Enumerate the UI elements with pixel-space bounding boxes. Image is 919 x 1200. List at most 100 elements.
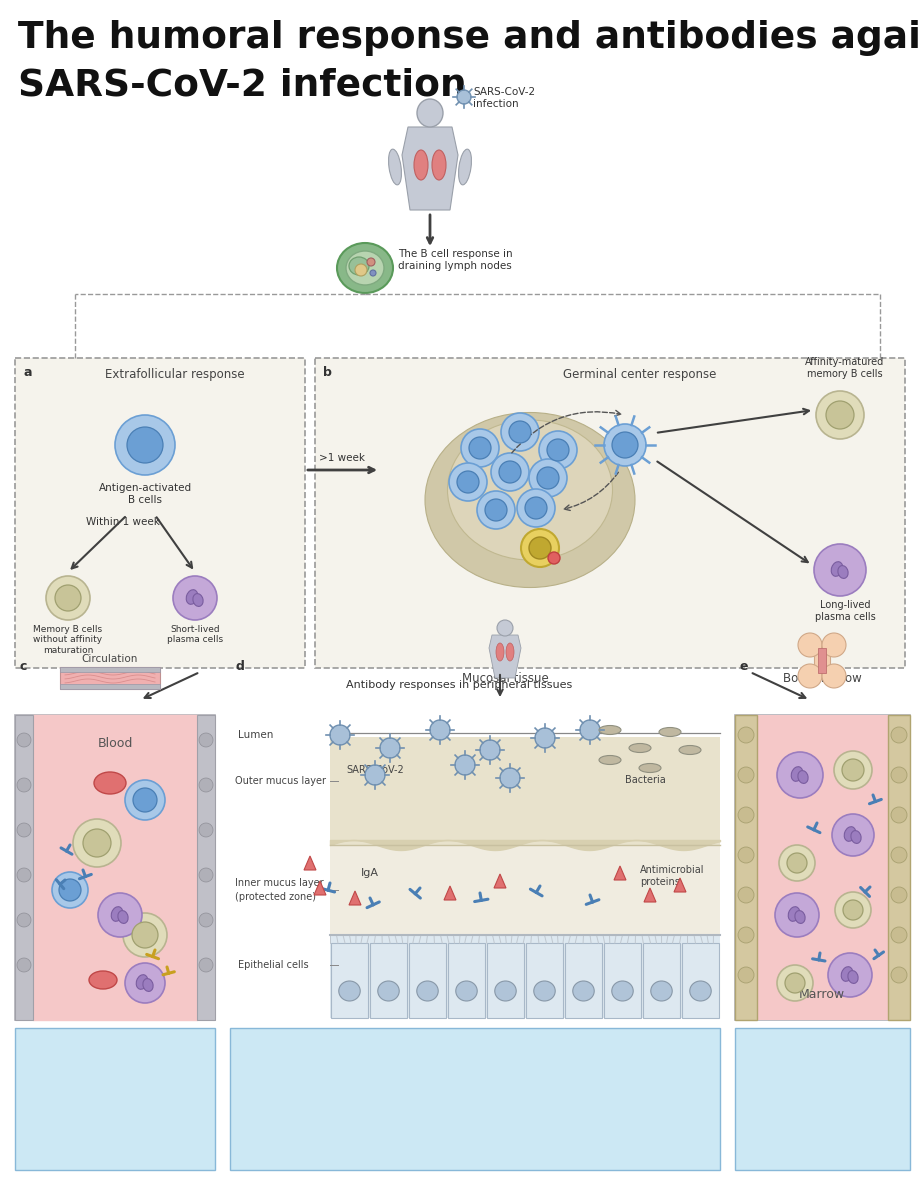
Ellipse shape: [94, 772, 126, 794]
Circle shape: [891, 887, 907, 902]
Text: · SARS-CoV-2-specific,
  auto-reactive and cross-
  reactive antibodies
· Memory: · SARS-CoV-2-specific, auto-reactive and…: [23, 1037, 151, 1090]
Ellipse shape: [111, 907, 123, 922]
Circle shape: [98, 893, 142, 937]
Text: Inner mucus layer
(protected zone): Inner mucus layer (protected zone): [235, 878, 323, 901]
Circle shape: [59, 878, 81, 901]
Circle shape: [529, 538, 551, 559]
Ellipse shape: [639, 763, 661, 773]
Circle shape: [822, 664, 846, 688]
Circle shape: [469, 437, 491, 458]
Circle shape: [115, 415, 175, 475]
Circle shape: [55, 584, 81, 611]
Circle shape: [738, 926, 754, 943]
Ellipse shape: [89, 971, 117, 989]
Text: b: b: [323, 366, 332, 379]
Circle shape: [822, 634, 846, 658]
Ellipse shape: [193, 594, 203, 606]
Circle shape: [125, 962, 165, 1003]
Bar: [604, 943, 641, 1018]
Text: SARS-CoV-2: SARS-CoV-2: [346, 766, 403, 775]
Bar: [197, 715, 215, 1020]
Bar: [526, 943, 563, 1018]
Circle shape: [843, 900, 863, 920]
Bar: [448, 943, 485, 1018]
Ellipse shape: [389, 149, 402, 185]
Ellipse shape: [414, 150, 428, 180]
Text: Epithelial cells: Epithelial cells: [238, 960, 309, 970]
Text: Outer mucus layer: Outer mucus layer: [235, 776, 326, 786]
Circle shape: [46, 576, 90, 620]
Ellipse shape: [448, 420, 612, 560]
Text: Antigen-activated
B cells: Antigen-activated B cells: [98, 482, 191, 504]
Circle shape: [455, 755, 475, 775]
Circle shape: [17, 868, 31, 882]
Polygon shape: [614, 866, 626, 880]
Bar: [60, 667, 160, 689]
Bar: [331, 943, 368, 1018]
Circle shape: [891, 806, 907, 823]
Circle shape: [814, 544, 866, 596]
Ellipse shape: [838, 565, 848, 578]
Ellipse shape: [337, 242, 393, 293]
Circle shape: [199, 868, 213, 882]
Circle shape: [891, 727, 907, 743]
Bar: [735, 715, 910, 1020]
Circle shape: [132, 922, 158, 948]
Bar: [682, 943, 719, 1018]
Bar: [565, 943, 602, 1018]
Text: Marrow: Marrow: [799, 989, 845, 1002]
Bar: [230, 1028, 720, 1170]
Text: IgA: IgA: [361, 868, 379, 878]
Circle shape: [842, 758, 864, 781]
Text: Affinity-matured
memory B cells: Affinity-matured memory B cells: [805, 358, 885, 379]
Circle shape: [539, 431, 577, 469]
Polygon shape: [349, 890, 361, 905]
Text: Antibody responses in peripheral tissues: Antibody responses in peripheral tissues: [346, 680, 573, 690]
Text: c: c: [20, 660, 28, 673]
Circle shape: [199, 733, 213, 746]
Bar: [330, 935, 720, 1018]
Circle shape: [367, 258, 375, 266]
Text: SARS-CoV-2
infection: SARS-CoV-2 infection: [473, 86, 535, 108]
Ellipse shape: [845, 827, 856, 841]
Ellipse shape: [659, 727, 681, 737]
Ellipse shape: [851, 830, 861, 844]
Circle shape: [17, 913, 31, 926]
Circle shape: [499, 461, 521, 482]
Ellipse shape: [349, 257, 369, 275]
Bar: [370, 943, 407, 1018]
Circle shape: [891, 926, 907, 943]
Circle shape: [123, 913, 167, 958]
Ellipse shape: [798, 770, 808, 784]
Text: The B cell response in
draining lymph nodes: The B cell response in draining lymph no…: [398, 250, 513, 271]
Bar: [15, 358, 305, 668]
Circle shape: [199, 778, 213, 792]
Circle shape: [355, 264, 367, 276]
Bar: [814, 643, 830, 678]
Circle shape: [891, 767, 907, 782]
Polygon shape: [674, 878, 686, 892]
Ellipse shape: [690, 982, 711, 1001]
Ellipse shape: [494, 982, 516, 1001]
Circle shape: [835, 892, 871, 928]
Bar: [315, 358, 905, 668]
Text: Circulation: Circulation: [82, 654, 138, 664]
Ellipse shape: [629, 744, 651, 752]
Bar: [60, 667, 160, 672]
Ellipse shape: [339, 982, 360, 1001]
Circle shape: [604, 424, 646, 466]
Text: · Mucosal antibodies, in particular IgA, play a prominent role in preventing
  S: · Mucosal antibodies, in particular IgA,…: [238, 1037, 609, 1104]
Circle shape: [485, 499, 507, 521]
Bar: [888, 715, 910, 1020]
Ellipse shape: [506, 643, 514, 661]
Ellipse shape: [118, 911, 128, 924]
Circle shape: [548, 552, 560, 564]
Circle shape: [509, 421, 531, 443]
Circle shape: [199, 958, 213, 972]
Circle shape: [891, 847, 907, 863]
Polygon shape: [494, 874, 506, 888]
Circle shape: [380, 738, 400, 758]
Text: e: e: [740, 660, 748, 673]
Ellipse shape: [417, 98, 443, 127]
Bar: [643, 943, 680, 1018]
